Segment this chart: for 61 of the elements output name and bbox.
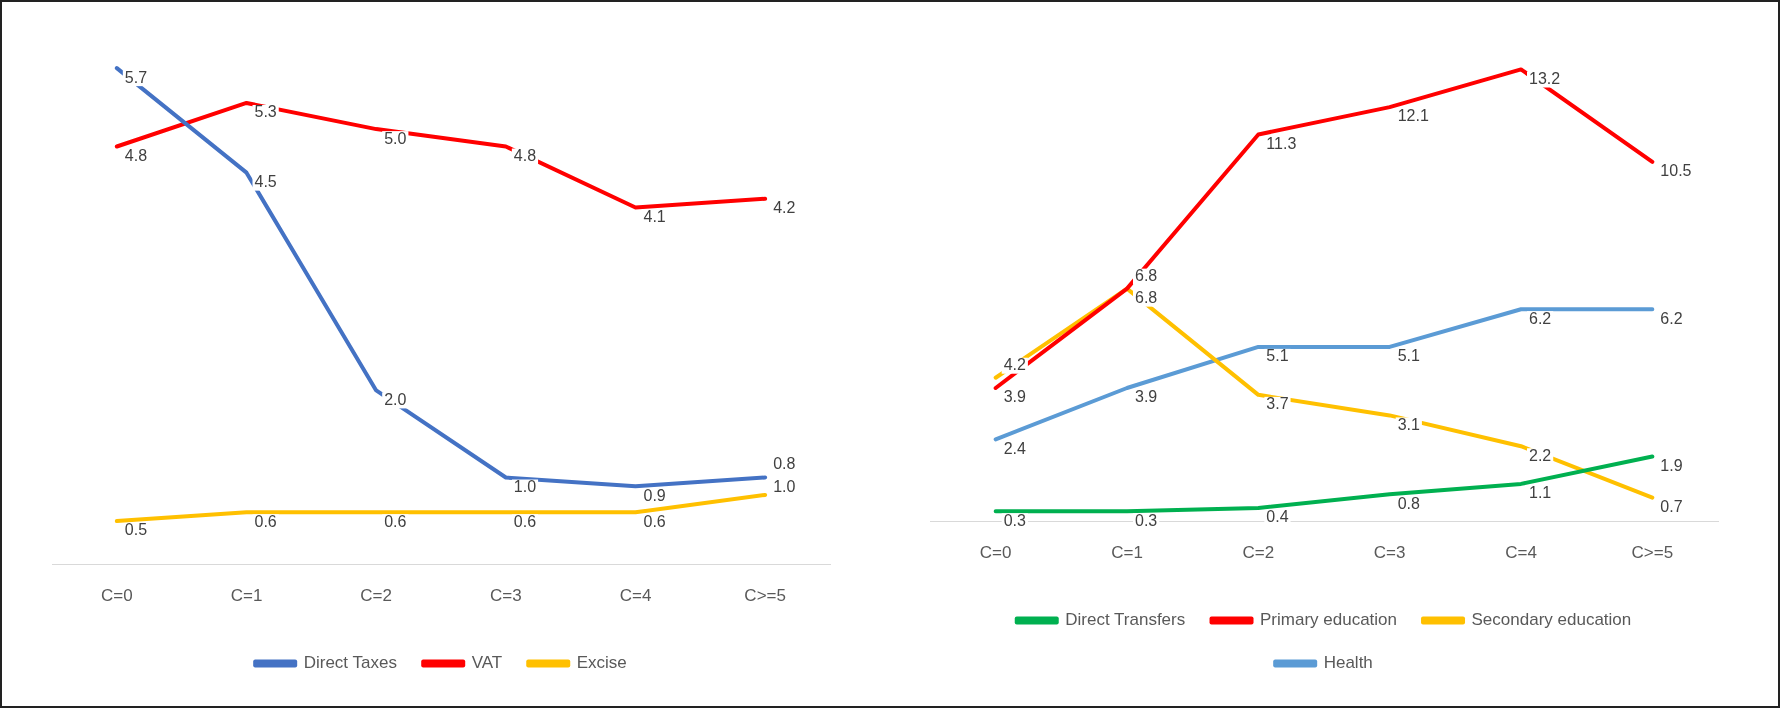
- data-label: 0.3: [1135, 511, 1158, 529]
- x-tick-label: C=1: [1111, 543, 1143, 563]
- data-label: 0.5: [124, 521, 148, 539]
- data-label: 0.8: [1397, 494, 1421, 512]
- data-label: 3.9: [1003, 388, 1027, 406]
- data-label: 12.1: [1397, 107, 1429, 125]
- x-tick-label: C=2: [1242, 543, 1275, 563]
- data-label: 0.4: [1266, 508, 1289, 526]
- x-tick-label: C=3: [1373, 543, 1406, 563]
- x-tick-label: C=4: [619, 586, 652, 606]
- x-tick-label: C=2: [360, 586, 392, 606]
- data-label: 0.6: [384, 512, 407, 530]
- x-tick-label: C=4: [1505, 543, 1537, 563]
- x-tick-label: C=1: [230, 586, 263, 606]
- data-label: 4.8: [124, 146, 148, 164]
- data-label: 1.1: [1529, 484, 1552, 502]
- data-label: 4.1: [643, 207, 666, 225]
- data-label: 5.1: [1266, 347, 1289, 365]
- legend-label: Health: [1323, 653, 1373, 673]
- data-label: 0.3: [1003, 511, 1027, 529]
- legend-label: Direct Taxes: [303, 653, 397, 673]
- data-label: 6.2: [1529, 309, 1552, 327]
- data-label: 2.0: [384, 390, 407, 408]
- data-label: 0.8: [773, 455, 796, 473]
- data-label: 11.3: [1266, 134, 1297, 152]
- data-label: 0.6: [513, 512, 537, 530]
- legend-label: Primary education: [1260, 610, 1398, 630]
- x-tick-label: C=0: [101, 586, 133, 606]
- data-label: 13.2: [1529, 69, 1561, 87]
- legend-label: Secondary education: [1471, 610, 1632, 630]
- x-tick-label: C>=5: [744, 586, 786, 606]
- legend-label: Excise: [576, 653, 627, 673]
- data-label: 5.7: [124, 68, 148, 86]
- data-label: 5.3: [254, 103, 277, 121]
- data-label: 3.1: [1397, 415, 1421, 433]
- data-label: 0.6: [643, 512, 666, 530]
- data-label: 5.1: [1397, 347, 1421, 365]
- data-label: 6.8: [1135, 267, 1158, 285]
- data-label: 0.7: [1660, 498, 1683, 516]
- data-label: 2.2: [1529, 446, 1552, 464]
- data-label: 5.0: [384, 129, 407, 147]
- x-tick-label: C=0: [979, 543, 1012, 563]
- data-label: 4.5: [254, 173, 277, 191]
- data-label: 0.6: [254, 512, 277, 530]
- data-label: 4.8: [513, 146, 537, 164]
- data-label: 4.2: [773, 199, 796, 217]
- data-label: 3.7: [1266, 395, 1289, 413]
- legend-label: Direct Transfers: [1065, 610, 1186, 630]
- data-label: 6.2: [1660, 309, 1683, 327]
- data-label: 0.9: [643, 486, 666, 504]
- data-label: 2.4: [1003, 439, 1027, 457]
- x-tick-label: C=3: [490, 586, 522, 606]
- data-label: 1.0: [773, 477, 796, 495]
- data-label: 10.5: [1660, 162, 1692, 180]
- x-tick-label: C>=5: [1631, 543, 1674, 563]
- data-label: 1.0: [513, 477, 537, 495]
- data-label: 4.2: [1003, 356, 1027, 374]
- data-label: 6.8: [1135, 289, 1158, 307]
- legend-label: VAT: [471, 653, 503, 673]
- data-label: 1.9: [1660, 456, 1683, 474]
- data-label: 3.9: [1135, 388, 1158, 406]
